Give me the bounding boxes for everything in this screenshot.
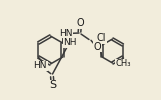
- Text: O: O: [76, 18, 84, 28]
- Text: HN: HN: [33, 62, 47, 70]
- Text: O: O: [94, 42, 101, 52]
- Text: CH₃: CH₃: [116, 60, 131, 68]
- Text: HN: HN: [59, 29, 73, 38]
- Text: S: S: [49, 80, 56, 90]
- Text: Cl: Cl: [97, 33, 106, 43]
- Text: NH: NH: [63, 38, 77, 47]
